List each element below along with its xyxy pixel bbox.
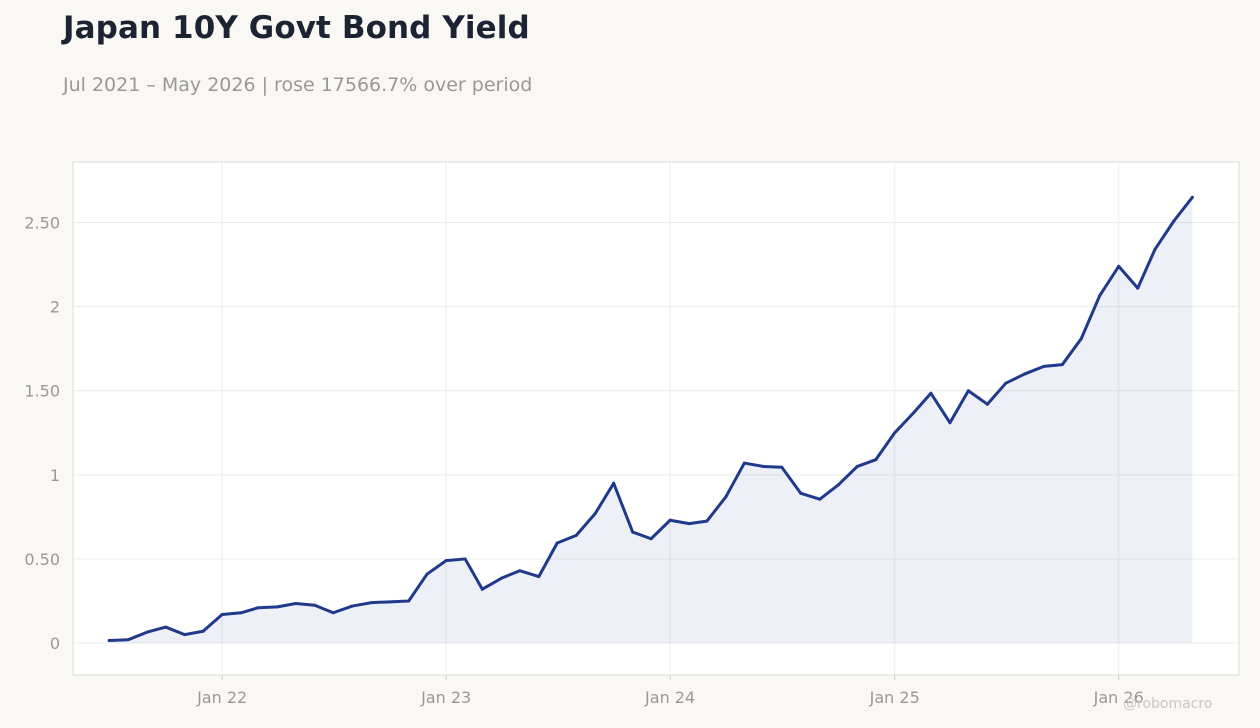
chart-subtitle: Jul 2021 – May 2026 | rose 17566.7% over… bbox=[63, 74, 533, 96]
data-point-2026-01-01 bbox=[1117, 264, 1121, 268]
x-tick-label-2: Jan 24 bbox=[644, 688, 695, 707]
data-point-2022-04-01 bbox=[275, 605, 279, 609]
data-point-2026-03-01 bbox=[1153, 247, 1157, 251]
y-axis-ticks: 0 0.50 1 1.50 2 2.50 bbox=[24, 214, 60, 653]
x-axis-ticks: Jan 22 Jan 23 Jan 24 Jan 25 Jan 26 bbox=[196, 675, 1144, 707]
data-point-2021-12-01 bbox=[201, 629, 205, 633]
y-tick-label-4: 2 bbox=[50, 298, 60, 317]
data-point-2021-07-01 bbox=[107, 639, 111, 643]
data-point-2024-12-01 bbox=[874, 458, 878, 462]
data-point-2025-02-01 bbox=[912, 411, 916, 415]
data-point-2024-08-01 bbox=[799, 491, 803, 495]
data-point-2025-09-01 bbox=[1042, 364, 1046, 368]
data-point-2025-05-01 bbox=[966, 389, 970, 393]
data-point-2022-03-01 bbox=[256, 606, 260, 610]
data-point-2023-04-01 bbox=[499, 576, 503, 580]
plot-area bbox=[72, 161, 1240, 676]
data-point-2023-05-01 bbox=[518, 569, 522, 573]
data-point-2022-09-01 bbox=[369, 601, 373, 605]
data-point-2024-03-01 bbox=[705, 519, 709, 523]
data-point-2025-12-01 bbox=[1098, 294, 1102, 298]
data-point-2022-10-01 bbox=[388, 600, 392, 604]
x-tick-label-4: Jan 26 bbox=[1093, 688, 1144, 707]
data-point-2025-06-01 bbox=[985, 402, 989, 406]
y-tick-label-3: 1.50 bbox=[24, 382, 60, 401]
data-point-2023-03-01 bbox=[480, 587, 484, 591]
x-tick-label-3: Jan 25 bbox=[869, 688, 920, 707]
chart-title: Japan 10Y Govt Bond Yield bbox=[63, 10, 530, 46]
data-point-2024-11-01 bbox=[855, 464, 859, 468]
data-point-2024-01-01 bbox=[668, 518, 672, 522]
x-tick-label-1: Jan 23 bbox=[420, 688, 471, 707]
data-point-2023-06-01 bbox=[537, 575, 541, 579]
watermark: @robomacro bbox=[1123, 696, 1213, 712]
data-point-2024-05-01 bbox=[742, 461, 746, 465]
data-point-2023-08-01 bbox=[574, 533, 578, 537]
data-point-2022-11-01 bbox=[407, 599, 411, 603]
data-point-2024-04-01 bbox=[724, 495, 728, 499]
data-point-2022-08-01 bbox=[350, 604, 354, 608]
data-point-2021-10-01 bbox=[164, 625, 168, 629]
data-point-2022-12-01 bbox=[425, 572, 429, 576]
data-point-2023-12-01 bbox=[649, 537, 653, 541]
data-point-2022-06-01 bbox=[313, 603, 317, 607]
data-point-2023-07-01 bbox=[555, 541, 559, 545]
data-point-2025-01-01 bbox=[893, 431, 897, 435]
data-point-2025-04-01 bbox=[948, 421, 952, 425]
data-point-2024-09-01 bbox=[818, 497, 822, 501]
y-tick-label-5: 2.50 bbox=[24, 214, 60, 233]
data-point-2022-07-01 bbox=[331, 611, 335, 615]
data-point-2025-10-01 bbox=[1060, 363, 1064, 367]
data-point-2023-09-01 bbox=[593, 512, 597, 516]
data-point-2022-01-01 bbox=[220, 612, 224, 616]
data-point-2022-05-01 bbox=[294, 602, 298, 606]
data-point-2024-02-01 bbox=[687, 522, 691, 526]
series-area-fill bbox=[109, 197, 1193, 644]
x-tick-label-0: Jan 22 bbox=[196, 688, 247, 707]
data-point-2024-07-01 bbox=[780, 465, 784, 469]
data-points bbox=[107, 195, 1194, 643]
y-tick-label-2: 1 bbox=[50, 466, 60, 485]
data-point-2021-08-01 bbox=[126, 638, 130, 642]
data-point-2026-02-01 bbox=[1136, 286, 1140, 290]
data-point-2025-03-01 bbox=[929, 391, 933, 395]
data-point-2024-10-01 bbox=[836, 483, 840, 487]
data-point-2023-11-01 bbox=[631, 530, 635, 534]
data-point-2025-11-01 bbox=[1079, 337, 1083, 341]
data-point-2025-08-01 bbox=[1023, 372, 1027, 376]
data-point-2023-01-01 bbox=[444, 559, 448, 563]
data-point-2022-02-01 bbox=[239, 611, 243, 615]
data-point-2026-05-01 bbox=[1190, 195, 1194, 199]
data-point-2023-10-01 bbox=[612, 481, 616, 485]
y-tick-label-1: 0.50 bbox=[24, 550, 60, 569]
y-tick-label-0: 0 bbox=[50, 634, 60, 653]
data-point-2021-11-01 bbox=[183, 633, 187, 637]
data-point-2021-09-01 bbox=[145, 630, 149, 634]
data-point-2025-07-01 bbox=[1004, 381, 1008, 385]
data-point-2024-06-01 bbox=[761, 464, 765, 468]
data-point-2023-02-01 bbox=[463, 557, 467, 561]
data-point-2026-04-01 bbox=[1172, 219, 1176, 223]
grid-lines bbox=[73, 162, 1239, 675]
